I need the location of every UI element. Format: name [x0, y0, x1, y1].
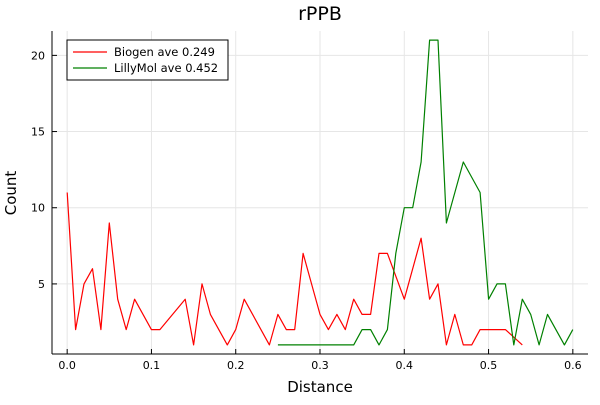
legend-label: LillyMol ave 0.452	[114, 61, 218, 75]
y-tick-label: 20	[31, 49, 45, 62]
legend-label: Biogen ave 0.249	[114, 45, 215, 59]
series-line-biogen	[66, 192, 523, 346]
x-tick-label: 0.5	[480, 359, 498, 372]
grid	[52, 31, 588, 354]
axes: 0.0 0.1 0.2 0.3 0.4 0.5 0.6 5 10 15 20	[31, 31, 588, 372]
x-tick-label: 0.0	[58, 359, 76, 372]
x-tick-label: 0.4	[396, 359, 414, 372]
x-axis-label: Distance	[287, 378, 353, 396]
legend: Biogen ave 0.249 LillyMol ave 0.452	[66, 39, 229, 81]
x-tick-label: 0.3	[311, 359, 329, 372]
series-line-lillymol	[277, 39, 574, 346]
x-tick-label: 0.6	[564, 359, 582, 372]
y-tick-label: 10	[31, 202, 45, 215]
chart-title: rPPB	[298, 3, 342, 25]
series-layer	[66, 39, 574, 346]
y-tick-label: 5	[38, 278, 45, 291]
x-tick-label: 0.1	[143, 359, 161, 372]
x-tick-label: 0.2	[227, 359, 245, 372]
y-tick-label: 15	[31, 126, 45, 139]
y-axis-label: Count	[2, 171, 20, 216]
legend-box	[66, 39, 229, 81]
